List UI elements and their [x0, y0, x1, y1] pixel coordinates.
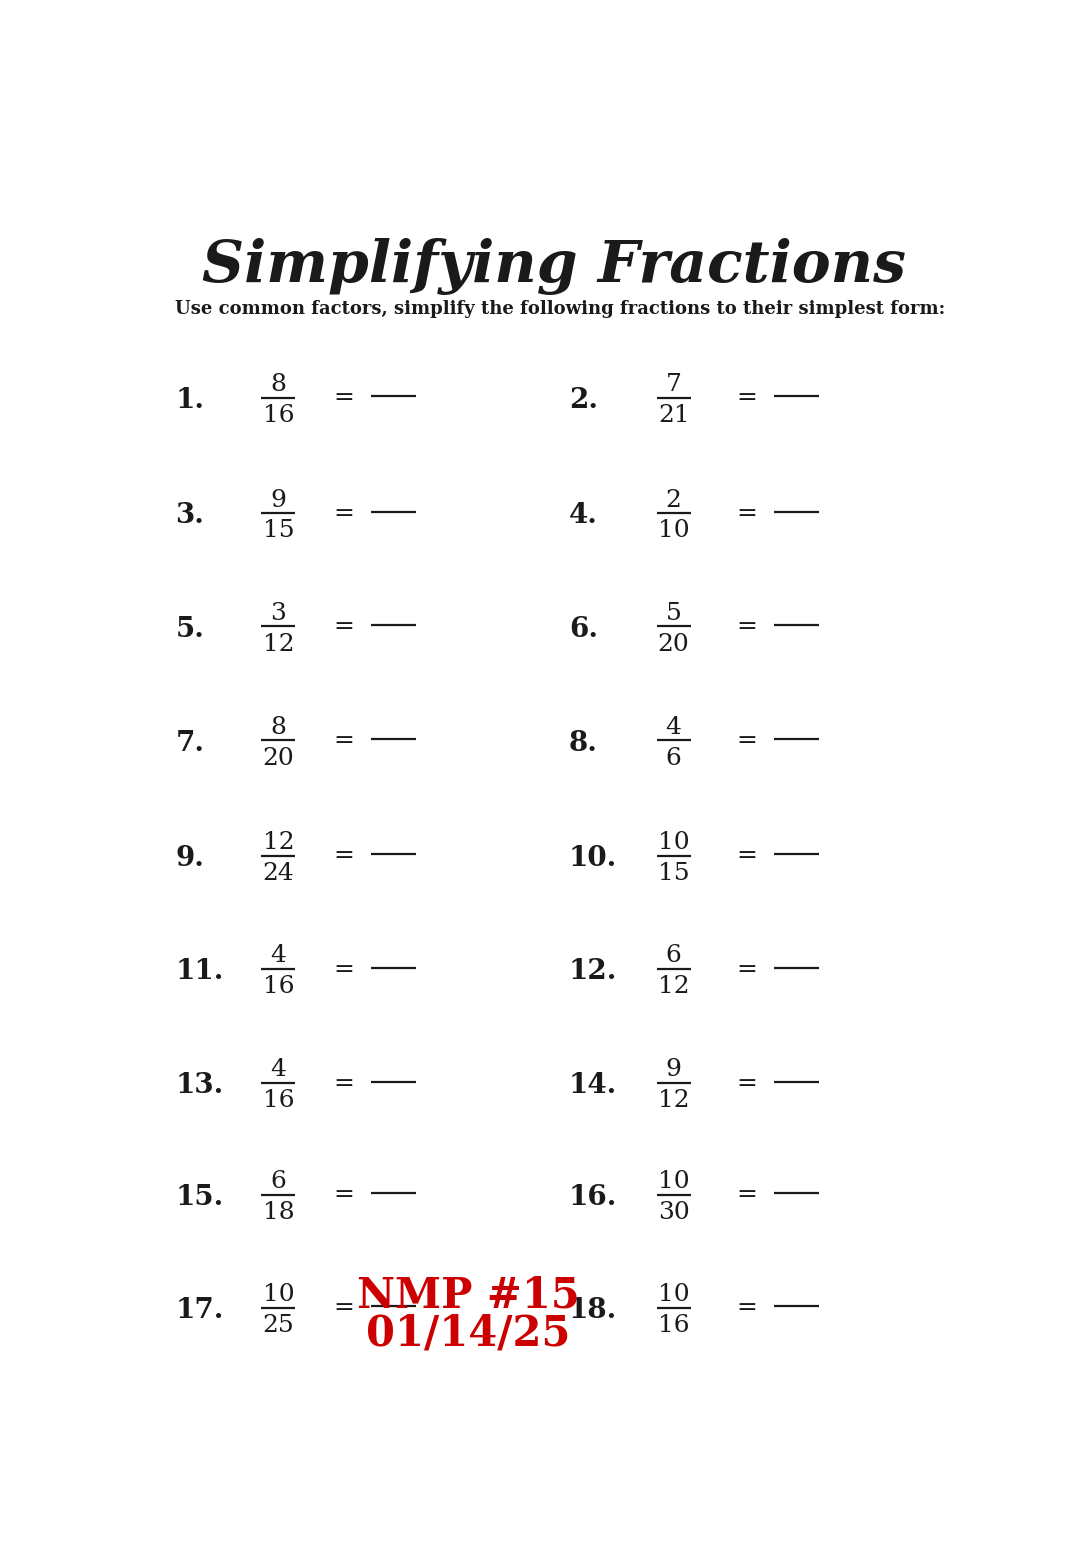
Text: 24: 24 [262, 862, 294, 885]
Text: =: = [334, 958, 354, 981]
Text: 4.: 4. [569, 502, 598, 530]
Text: 6: 6 [270, 1170, 286, 1194]
Text: 6: 6 [665, 747, 681, 769]
Text: Use common factors, simplify the following fractions to their simplest form:: Use common factors, simplify the followi… [175, 301, 946, 318]
Text: 18.: 18. [569, 1297, 618, 1324]
Text: =: = [737, 728, 758, 752]
Text: NMP #15: NMP #15 [356, 1274, 580, 1316]
Text: 8.: 8. [569, 730, 598, 756]
Text: =: = [737, 1296, 758, 1319]
Text: =: = [737, 1071, 758, 1094]
Text: 12.: 12. [569, 958, 618, 986]
Text: 5.: 5. [175, 615, 204, 643]
Text: 12: 12 [262, 632, 294, 656]
Text: 2.: 2. [569, 388, 598, 414]
Text: 1.: 1. [175, 388, 204, 414]
Text: 12: 12 [658, 1090, 689, 1113]
Text: 6: 6 [665, 944, 681, 967]
Text: 01/14/25: 01/14/25 [366, 1313, 570, 1355]
Text: 25: 25 [262, 1314, 294, 1338]
Text: 2: 2 [665, 488, 681, 512]
Text: 10.: 10. [569, 845, 618, 873]
Text: =: = [334, 502, 354, 525]
Text: =: = [334, 1296, 354, 1319]
Text: 7: 7 [665, 374, 681, 397]
Text: 10: 10 [658, 831, 689, 854]
Text: =: = [334, 615, 354, 639]
Text: 9: 9 [270, 488, 286, 512]
Text: =: = [334, 1183, 354, 1206]
Text: 10: 10 [262, 1283, 294, 1307]
Text: =: = [737, 615, 758, 639]
Text: 9: 9 [665, 1059, 681, 1082]
Text: 18: 18 [262, 1201, 294, 1224]
Text: 10: 10 [658, 519, 689, 542]
Text: =: = [334, 728, 354, 752]
Text: =: = [334, 1071, 354, 1094]
Text: 4: 4 [665, 716, 681, 739]
Text: =: = [334, 845, 354, 868]
Text: 15: 15 [658, 862, 689, 885]
Text: 14.: 14. [569, 1073, 618, 1099]
Text: 16.: 16. [569, 1184, 618, 1211]
Text: 4: 4 [270, 944, 286, 967]
Text: 30: 30 [658, 1201, 689, 1224]
Text: 16: 16 [262, 405, 294, 426]
Text: 3.: 3. [175, 502, 204, 530]
Text: =: = [737, 1183, 758, 1206]
Text: =: = [737, 958, 758, 981]
Text: 12: 12 [262, 831, 294, 854]
Text: 13.: 13. [175, 1073, 224, 1099]
Text: 16: 16 [262, 975, 294, 998]
Text: 20: 20 [262, 747, 294, 769]
Text: =: = [737, 502, 758, 525]
Text: 8: 8 [270, 374, 286, 397]
Text: 12: 12 [658, 975, 689, 998]
Text: 10: 10 [658, 1170, 689, 1194]
Text: 15: 15 [262, 519, 294, 542]
Text: 6.: 6. [569, 615, 598, 643]
Text: 15.: 15. [175, 1184, 224, 1211]
Text: =: = [737, 845, 758, 868]
Text: 3: 3 [270, 601, 286, 625]
Text: 16: 16 [658, 1314, 689, 1338]
Text: =: = [737, 386, 758, 409]
Text: 10: 10 [658, 1283, 689, 1307]
Text: 7.: 7. [175, 730, 204, 756]
Text: 17.: 17. [175, 1297, 224, 1324]
Text: 4: 4 [270, 1059, 286, 1082]
Text: 21: 21 [658, 405, 689, 426]
Text: 11.: 11. [175, 958, 224, 986]
Text: 16: 16 [262, 1090, 294, 1113]
Text: 20: 20 [658, 632, 689, 656]
Text: 8: 8 [270, 716, 286, 739]
Text: =: = [334, 386, 354, 409]
Text: 5: 5 [665, 601, 681, 625]
Text: Simplifying Fractions: Simplifying Fractions [202, 239, 905, 296]
Text: 9.: 9. [175, 845, 204, 873]
